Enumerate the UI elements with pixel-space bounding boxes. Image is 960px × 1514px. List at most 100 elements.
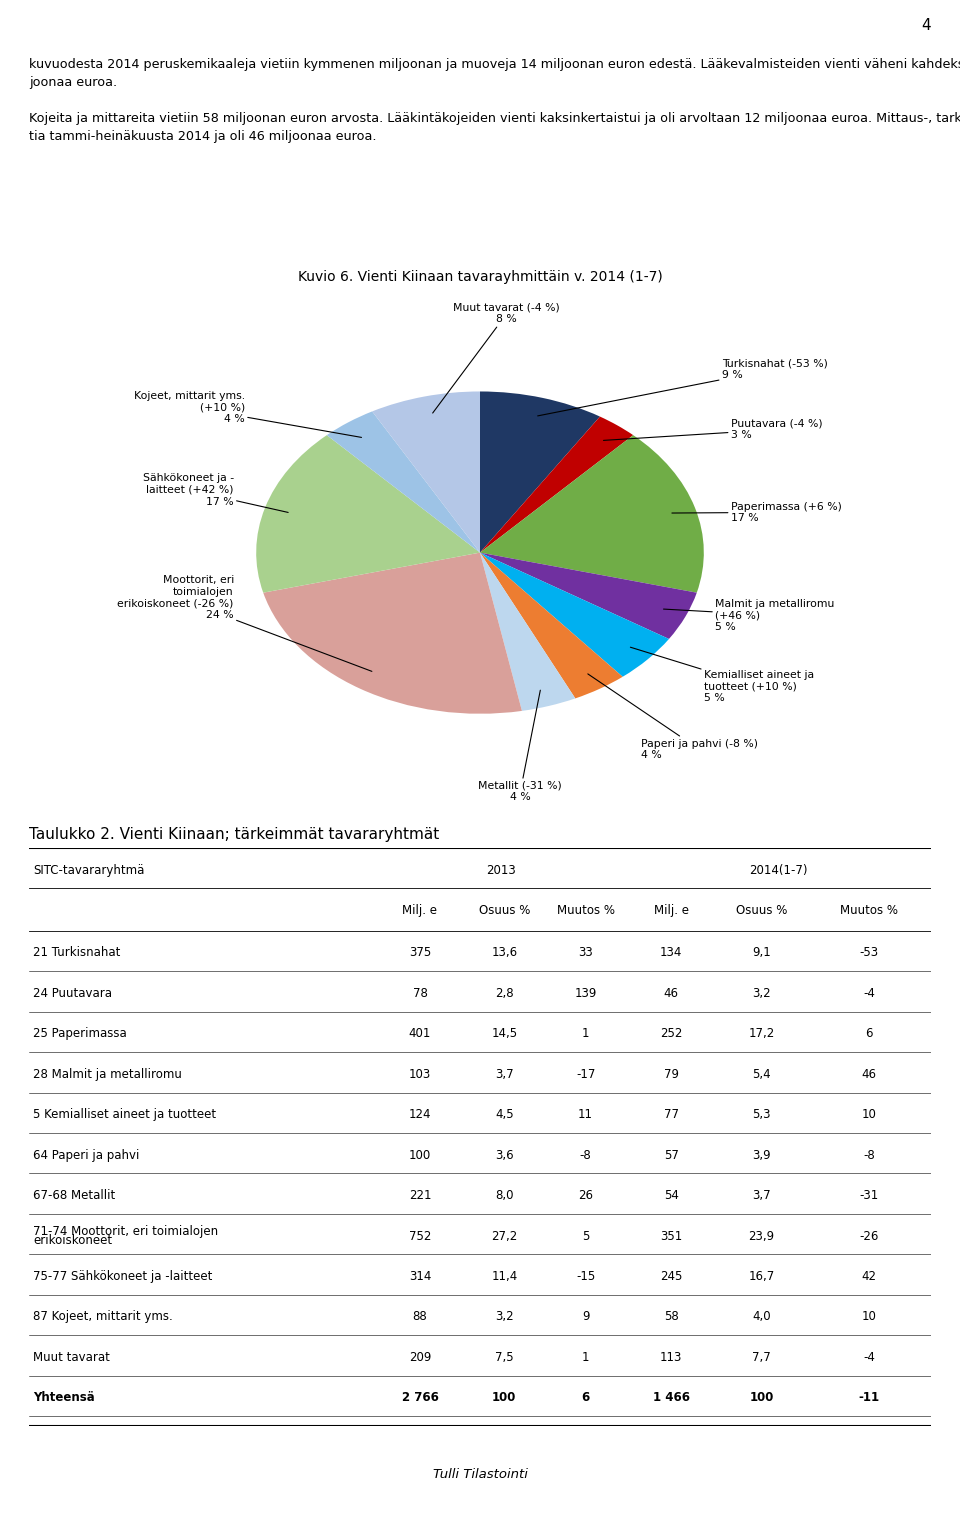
Text: 24 Puutavara: 24 Puutavara <box>34 987 112 999</box>
Text: 752: 752 <box>409 1229 431 1243</box>
Text: 221: 221 <box>409 1188 431 1202</box>
Wedge shape <box>480 392 600 553</box>
Text: 3,2: 3,2 <box>753 987 771 999</box>
Text: 17,2: 17,2 <box>749 1028 775 1040</box>
Text: -15: -15 <box>576 1270 595 1282</box>
Text: 3,7: 3,7 <box>495 1067 514 1081</box>
Text: 4,5: 4,5 <box>495 1108 514 1122</box>
Text: 88: 88 <box>413 1311 427 1323</box>
Text: 134: 134 <box>660 946 683 960</box>
Text: 113: 113 <box>660 1350 683 1364</box>
Text: 64 Paperi ja pahvi: 64 Paperi ja pahvi <box>34 1149 140 1161</box>
Text: 5,3: 5,3 <box>753 1108 771 1122</box>
Text: 124: 124 <box>409 1108 431 1122</box>
Text: 75-77 Sähkökoneet ja -laitteet: 75-77 Sähkökoneet ja -laitteet <box>34 1270 213 1282</box>
Text: 87 Kojeet, mittarit yms.: 87 Kojeet, mittarit yms. <box>34 1311 173 1323</box>
Text: 46: 46 <box>663 987 679 999</box>
Text: 25 Paperimassa: 25 Paperimassa <box>34 1028 127 1040</box>
Text: 54: 54 <box>664 1188 679 1202</box>
Text: 4,0: 4,0 <box>753 1311 771 1323</box>
Wedge shape <box>480 553 575 712</box>
Text: 252: 252 <box>660 1028 683 1040</box>
Text: Metallit (-31 %)
4 %: Metallit (-31 %) 4 % <box>478 690 563 802</box>
Text: 77: 77 <box>663 1108 679 1122</box>
Text: 5,4: 5,4 <box>753 1067 771 1081</box>
Text: Moottorit, eri
toimialojen
erikoiskoneet (-26 %)
24 %: Moottorit, eri toimialojen erikoiskoneet… <box>117 575 372 671</box>
Text: 9,1: 9,1 <box>753 946 771 960</box>
Text: -31: -31 <box>859 1188 878 1202</box>
Text: Muutos %: Muutos % <box>557 904 614 917</box>
Text: -8: -8 <box>863 1149 875 1161</box>
Text: 100: 100 <box>492 1391 516 1405</box>
Text: 139: 139 <box>574 987 597 999</box>
Text: Osuus %: Osuus % <box>736 904 787 917</box>
Text: 100: 100 <box>409 1149 431 1161</box>
Text: -26: -26 <box>859 1229 878 1243</box>
Title: Kuvio 6. Vienti Kiinaan tavarayhmittäin v. 2014 (1-7): Kuvio 6. Vienti Kiinaan tavarayhmittäin … <box>298 271 662 285</box>
Text: 375: 375 <box>409 946 431 960</box>
Text: 21 Turkisnahat: 21 Turkisnahat <box>34 946 121 960</box>
Text: erikoiskoneet: erikoiskoneet <box>34 1234 112 1248</box>
Wedge shape <box>326 412 480 553</box>
Text: Milj. e: Milj. e <box>654 904 689 917</box>
Text: 6: 6 <box>582 1391 589 1405</box>
Text: -11: -11 <box>858 1391 879 1405</box>
Text: 57: 57 <box>664 1149 679 1161</box>
Wedge shape <box>480 416 634 553</box>
Text: Muut tavarat: Muut tavarat <box>34 1350 110 1364</box>
Text: Puutavara (-4 %)
3 %: Puutavara (-4 %) 3 % <box>604 419 823 441</box>
Text: 11: 11 <box>578 1108 593 1122</box>
Text: Tulli Tilastointi: Tulli Tilastointi <box>433 1467 527 1481</box>
Text: 2 766: 2 766 <box>401 1391 439 1405</box>
Text: Turkisnahat (-53 %)
9 %: Turkisnahat (-53 %) 9 % <box>538 359 828 416</box>
Text: -8: -8 <box>580 1149 591 1161</box>
Text: Sähkökoneet ja -
laitteet (+42 %)
17 %: Sähkökoneet ja - laitteet (+42 %) 17 % <box>143 474 288 512</box>
Text: -53: -53 <box>859 946 878 960</box>
Text: 3,9: 3,9 <box>753 1149 771 1161</box>
Text: 79: 79 <box>663 1067 679 1081</box>
Text: 3,2: 3,2 <box>495 1311 514 1323</box>
Text: 14,5: 14,5 <box>492 1028 517 1040</box>
Text: 9: 9 <box>582 1311 589 1323</box>
Text: 351: 351 <box>660 1229 683 1243</box>
Text: 7,5: 7,5 <box>495 1350 514 1364</box>
Text: 78: 78 <box>413 987 427 999</box>
Text: 2013: 2013 <box>487 863 516 877</box>
Text: 26: 26 <box>578 1188 593 1202</box>
Text: Muutos %: Muutos % <box>840 904 898 917</box>
Text: 71-74 Moottorit, eri toimialojen: 71-74 Moottorit, eri toimialojen <box>34 1225 219 1238</box>
Wedge shape <box>263 553 522 713</box>
Wedge shape <box>480 553 623 698</box>
Text: 33: 33 <box>578 946 593 960</box>
Text: 314: 314 <box>409 1270 431 1282</box>
Text: 209: 209 <box>409 1350 431 1364</box>
Text: 13,6: 13,6 <box>492 946 517 960</box>
Text: 100: 100 <box>750 1391 774 1405</box>
Text: 10: 10 <box>861 1311 876 1323</box>
Text: 11,4: 11,4 <box>492 1270 517 1282</box>
Text: 28 Malmit ja metalliromu: 28 Malmit ja metalliromu <box>34 1067 182 1081</box>
Text: -4: -4 <box>863 987 875 999</box>
Text: 7,7: 7,7 <box>753 1350 771 1364</box>
Wedge shape <box>372 392 480 553</box>
Wedge shape <box>480 553 669 677</box>
Text: Yhteensä: Yhteensä <box>34 1391 95 1405</box>
Text: Muut tavarat (-4 %)
8 %: Muut tavarat (-4 %) 8 % <box>433 303 561 413</box>
Text: 1: 1 <box>582 1028 589 1040</box>
Text: 4: 4 <box>922 18 931 33</box>
Text: 245: 245 <box>660 1270 683 1282</box>
Text: Taulukko 2. Vienti Kiinaan; tärkeimmät tavararyhtmät: Taulukko 2. Vienti Kiinaan; tärkeimmät t… <box>29 827 439 842</box>
Text: Paperi ja pahvi (-8 %)
4 %: Paperi ja pahvi (-8 %) 4 % <box>588 674 758 760</box>
Text: 10: 10 <box>861 1108 876 1122</box>
Text: 27,2: 27,2 <box>492 1229 517 1243</box>
Wedge shape <box>480 435 704 592</box>
Text: Malmit ja metalliromu
(+46 %)
5 %: Malmit ja metalliromu (+46 %) 5 % <box>663 598 834 631</box>
Text: 67-68 Metallit: 67-68 Metallit <box>34 1188 115 1202</box>
Text: 5: 5 <box>582 1229 589 1243</box>
Text: 1: 1 <box>582 1350 589 1364</box>
Text: Paperimassa (+6 %)
17 %: Paperimassa (+6 %) 17 % <box>672 501 842 524</box>
Text: -4: -4 <box>863 1350 875 1364</box>
Text: Milj. e: Milj. e <box>402 904 438 917</box>
Text: 3,7: 3,7 <box>753 1188 771 1202</box>
Text: 2,8: 2,8 <box>495 987 514 999</box>
